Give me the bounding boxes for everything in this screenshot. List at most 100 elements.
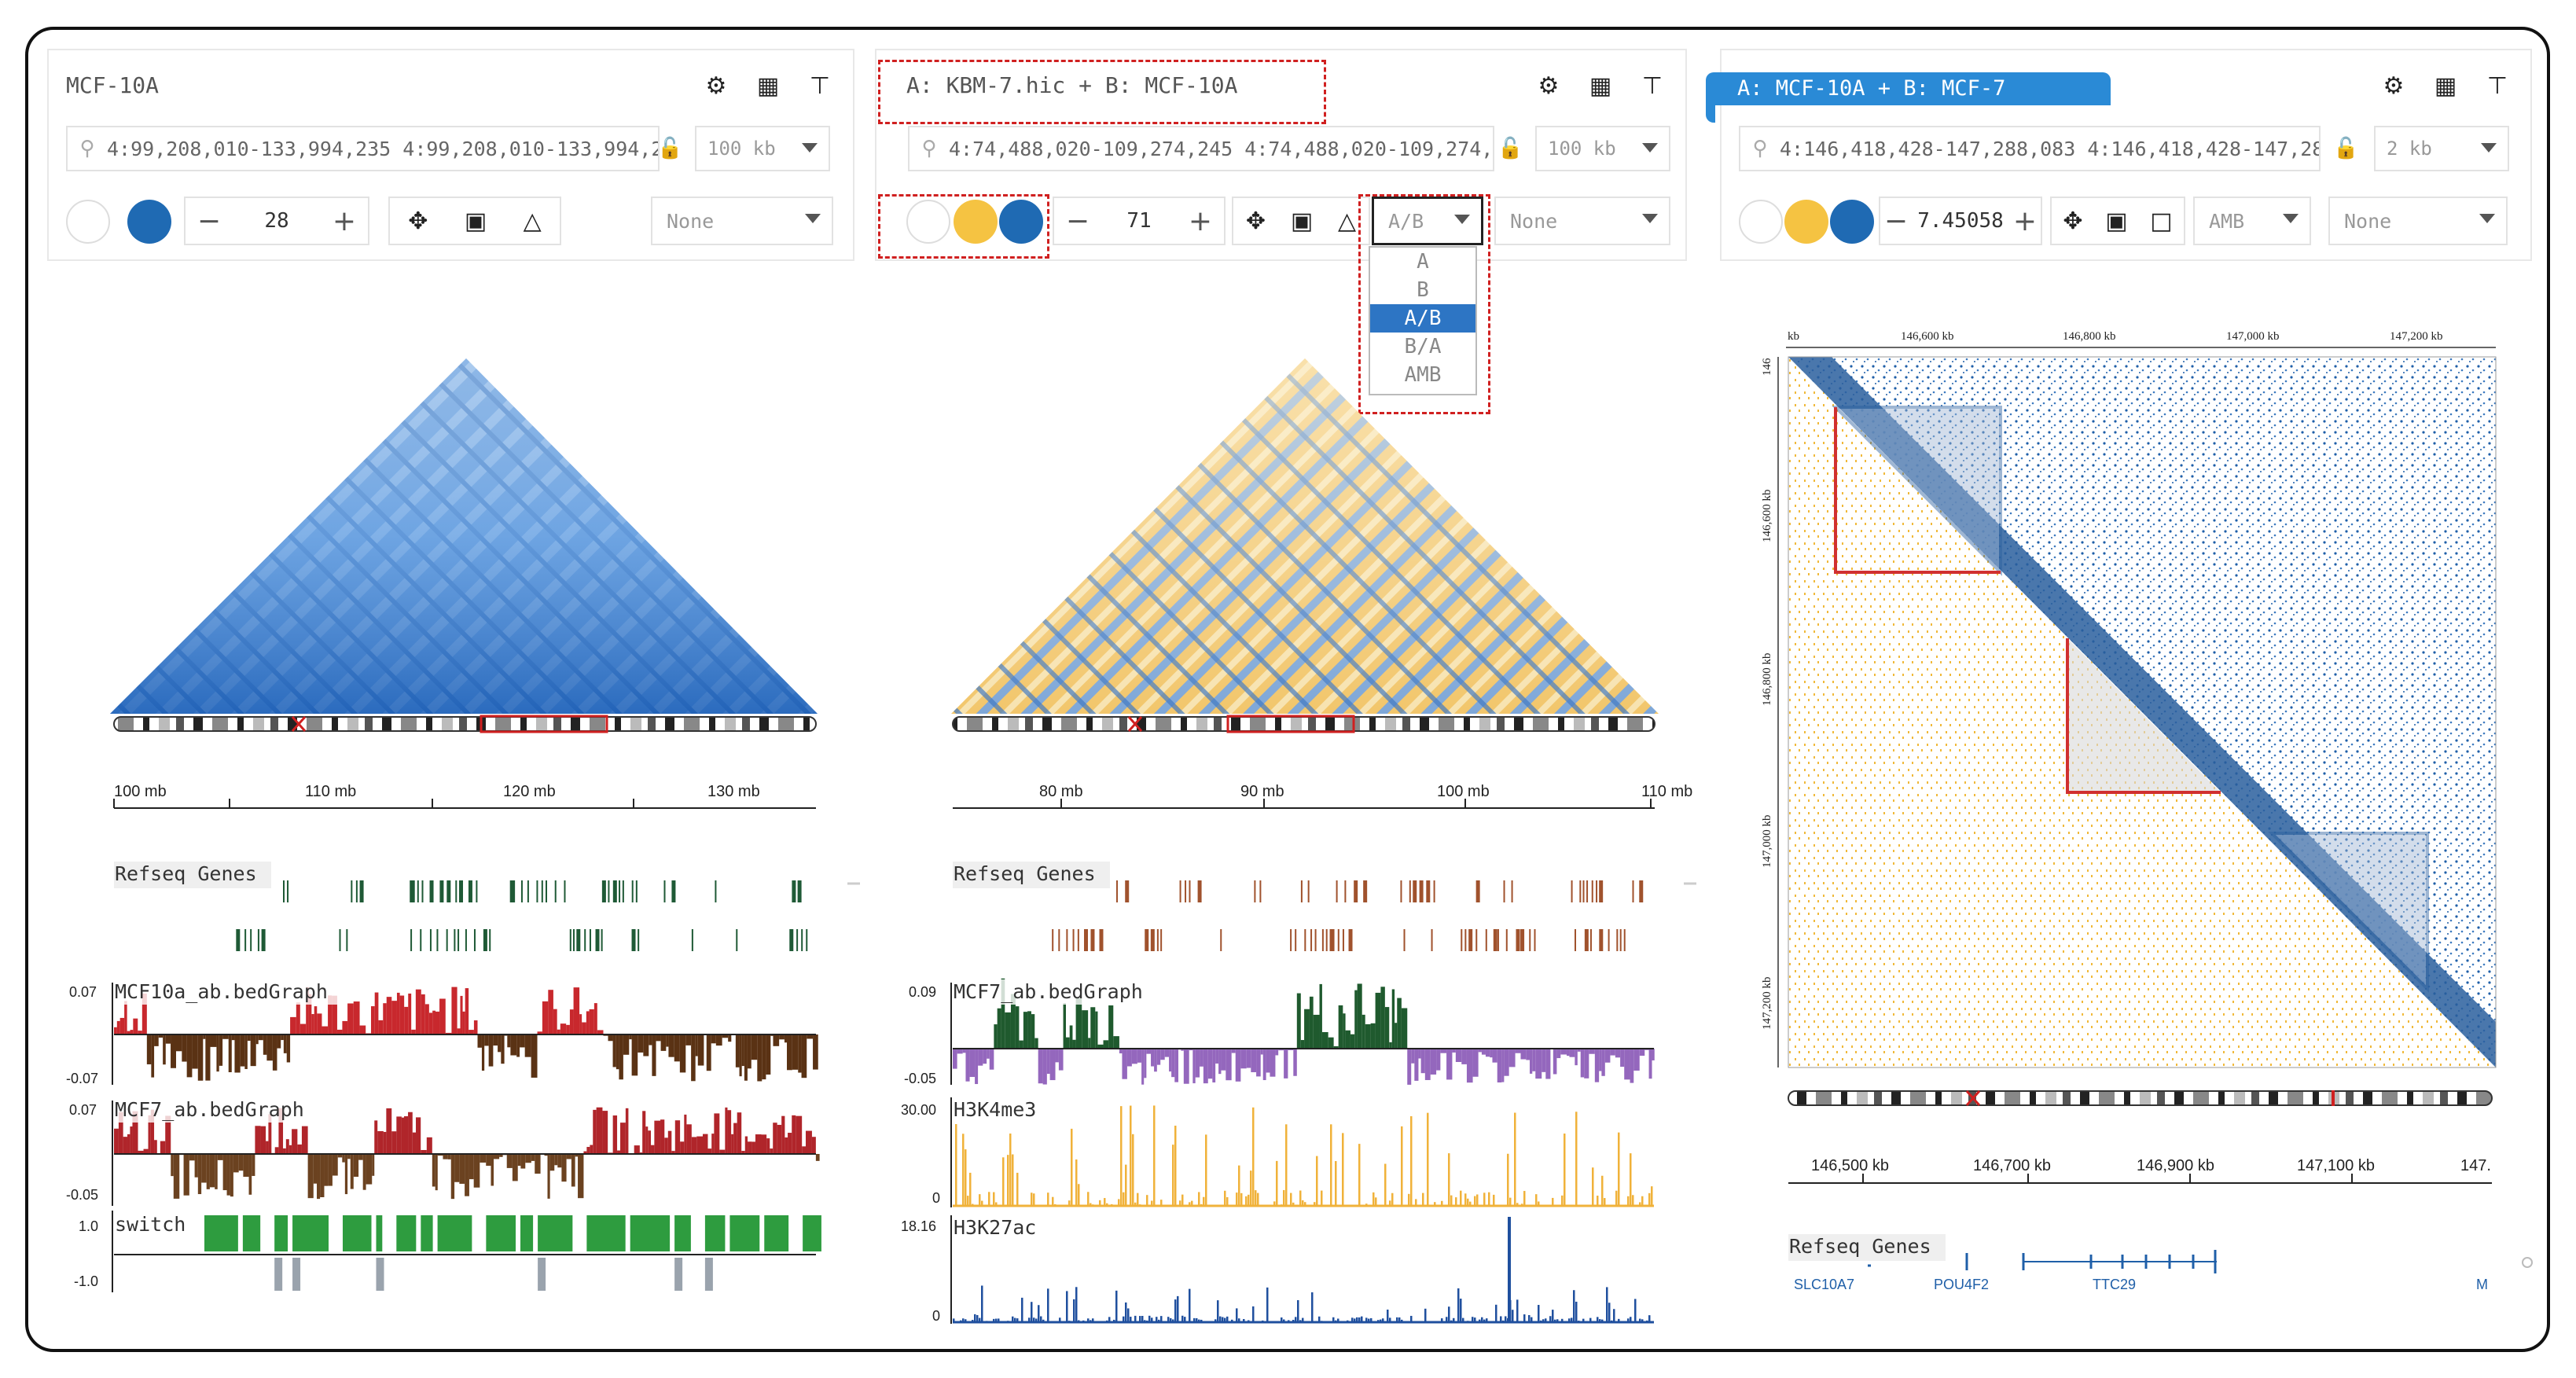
minus-icon[interactable]: − (197, 204, 222, 237)
lock-icon[interactable]: 🔓 (2333, 137, 2359, 160)
hic-triangle-shading (110, 358, 818, 714)
dropdown-option-selected[interactable]: A/B (1370, 304, 1475, 333)
track-bar (548, 990, 553, 1034)
track-bar (1215, 1319, 1217, 1322)
track-bar (359, 1025, 366, 1034)
triangle-icon[interactable]: △ (1337, 207, 1357, 235)
track-bar (1596, 880, 1598, 902)
collapse-icon[interactable]: ✥ (1245, 207, 1266, 235)
plus-icon[interactable]: + (332, 204, 357, 237)
pin-icon[interactable]: ⊤ (1641, 72, 1663, 100)
gene-label[interactable]: POU4F2 (1934, 1277, 1989, 1292)
mode-select[interactable]: AMB (2193, 197, 2311, 245)
gene-track-panel-3[interactable]: SLC10A7 POU4F2 TTC29 M (1794, 1250, 2488, 1292)
track-bar (654, 1120, 661, 1154)
panel-1-title: MCF-10A (66, 72, 160, 98)
track-bar (1338, 1005, 1343, 1049)
zoom-stepper[interactable]: − 28 + (184, 197, 369, 245)
dropdown-option[interactable]: B (1417, 278, 1429, 302)
track-bar (1231, 1049, 1236, 1053)
dropdown-option[interactable]: A (1417, 250, 1429, 274)
collapse-icon[interactable]: ✥ (408, 207, 428, 235)
overlay-select[interactable]: None (651, 197, 833, 245)
gene-label[interactable]: M (2476, 1277, 2488, 1292)
resize-handle-icon[interactable] (2522, 1257, 2533, 1268)
chipseq-track-h3k27ac[interactable] (953, 1217, 1654, 1324)
minus-icon[interactable]: − (1065, 204, 1090, 237)
track-bar (150, 1109, 155, 1154)
location-input[interactable]: ⚲ 4:74,488,020-109,274,245 4:74,488,020-… (908, 126, 1494, 171)
track-bar (631, 880, 634, 902)
lock-icon[interactable]: 🔓 (1497, 137, 1523, 160)
track-bar (798, 1034, 802, 1073)
switch-track[interactable] (114, 1215, 821, 1291)
grid-icon[interactable]: ▦ (756, 72, 780, 100)
track-bar (1156, 1049, 1161, 1065)
dropdown-option[interactable]: B/A (1404, 335, 1442, 358)
color-swatch-blue[interactable] (1830, 200, 1874, 244)
bedgraph-track-mcf7[interactable] (114, 1107, 820, 1200)
track-bar (671, 1151, 675, 1154)
grid-icon[interactable]: ▦ (2434, 72, 2457, 100)
resolution-select[interactable]: 2 kb (2374, 126, 2509, 171)
color-swatch-blue[interactable] (127, 200, 171, 244)
color-swatch-gold[interactable] (954, 200, 998, 244)
resolution-select[interactable]: 100 kb (695, 126, 830, 171)
resolution-select[interactable]: 100 kb (1535, 126, 1670, 171)
globe-icon[interactable]: ⚙ (2383, 72, 2405, 100)
grid-icon[interactable]: ▦ (1589, 72, 1612, 100)
fullscreen-icon[interactable]: ▣ (2105, 207, 2128, 235)
fullscreen-icon[interactable]: ▣ (464, 207, 487, 235)
color-swatch-white[interactable] (66, 200, 110, 244)
location-input[interactable]: ⚲ 4:99,208,010-133,994,235 4:99,208,010-… (66, 126, 660, 171)
color-swatch-white[interactable] (1739, 200, 1783, 244)
globe-icon[interactable]: ⚙ (1538, 72, 1560, 100)
pin-icon[interactable]: ⊤ (2486, 72, 2508, 100)
lock-icon[interactable]: 🔓 (657, 137, 683, 160)
plus-icon[interactable]: + (1188, 204, 1213, 237)
gene-track-row-1[interactable] (283, 880, 802, 902)
track-bar (1132, 1134, 1134, 1206)
zoom-stepper[interactable]: − 71 + (1053, 197, 1226, 245)
track-bar (476, 880, 478, 902)
gene-track-row-2[interactable] (236, 929, 808, 951)
track-bar (1571, 1317, 1573, 1322)
fullscreen-icon[interactable]: ▣ (1290, 207, 1314, 235)
track-bar (979, 1194, 981, 1206)
chipseq-track-h3k4me3[interactable] (953, 1105, 1654, 1207)
minus-icon[interactable]: − (1883, 204, 1909, 237)
zoom-stepper[interactable]: − 7.45058 + (1879, 197, 2042, 245)
dropdown-option[interactable]: AMB (1404, 363, 1442, 387)
overlay-select[interactable]: None (1494, 197, 1670, 245)
gene-track-row-2[interactable] (1052, 929, 1626, 951)
track-bar (1108, 1005, 1114, 1049)
track-bar (631, 1034, 638, 1076)
bedgraph-track-mcf7[interactable] (953, 978, 1655, 1085)
overlay-select[interactable]: None (2328, 197, 2508, 245)
track-label-h3k27ac: H3K27ac (954, 1216, 1036, 1239)
track-bar (513, 880, 516, 902)
gene-label[interactable]: TTC29 (2093, 1277, 2136, 1292)
location-input[interactable]: ⚲ 4:146,418,428-147,288,083 4:146,418,42… (1739, 126, 2321, 171)
triangle-icon[interactable]: △ (523, 207, 542, 235)
track-bar (408, 993, 412, 1034)
gene-label[interactable]: SLC10A7 (1794, 1277, 1854, 1292)
collapse-icon[interactable]: ✥ (2063, 207, 2083, 235)
plus-icon[interactable]: + (2012, 204, 2038, 237)
track-bar (805, 1130, 812, 1154)
panel-3-title[interactable]: A: MCF-10A + B: MCF-7 (1706, 72, 2111, 105)
track-bar (1632, 1195, 1634, 1206)
color-swatch-gold[interactable] (1784, 200, 1828, 244)
track-bar (370, 1006, 375, 1034)
globe-icon[interactable]: ⚙ (705, 72, 727, 100)
track-bar (1218, 1049, 1222, 1075)
track-bar (569, 1009, 574, 1034)
track-bar (1010, 994, 1016, 1049)
mode-select[interactable]: A/B (1372, 197, 1483, 245)
color-swatch-blue[interactable] (999, 200, 1043, 244)
bedgraph-track-mcf10a[interactable] (114, 987, 818, 1082)
gene-track-row-1[interactable] (1116, 880, 1644, 902)
pin-icon[interactable]: ⊤ (809, 72, 831, 100)
square-icon[interactable]: □ (2150, 207, 2173, 235)
color-swatch-white[interactable] (906, 200, 950, 244)
